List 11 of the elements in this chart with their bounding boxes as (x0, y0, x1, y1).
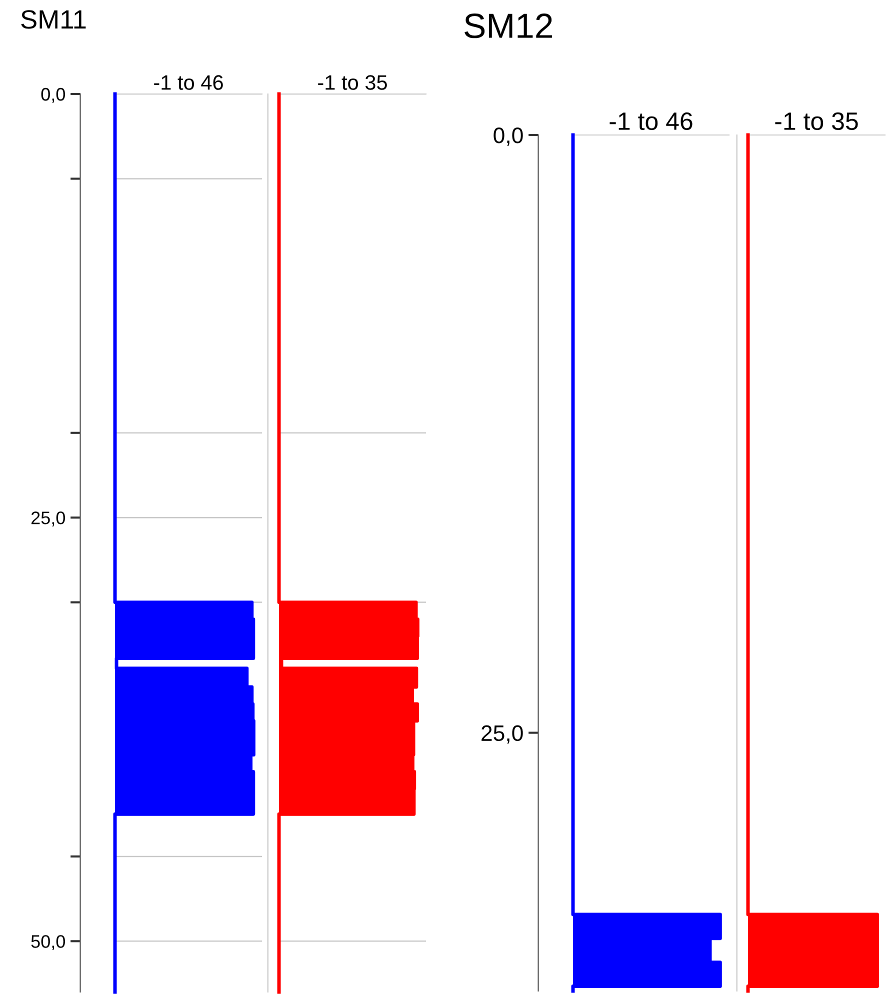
chart-subtitle: -1 to 46 (154, 75, 223, 90)
y-tick-label: 50,0 (31, 935, 65, 950)
y-tick-label: 25,0 (482, 725, 523, 744)
chart-title: SM12 (464, 14, 552, 38)
chart-title: SM11 (21, 10, 86, 29)
chart-subtitle: -1 to 46 (610, 112, 692, 130)
y-tick-label: 0,0 (494, 128, 523, 146)
y-tick-label: 0,0 (41, 88, 65, 103)
chart-subtitle: -1 to 35 (775, 112, 858, 130)
chart-subtitle: -1 to 35 (318, 75, 387, 90)
y-tick-label: 25,0 (31, 512, 65, 526)
